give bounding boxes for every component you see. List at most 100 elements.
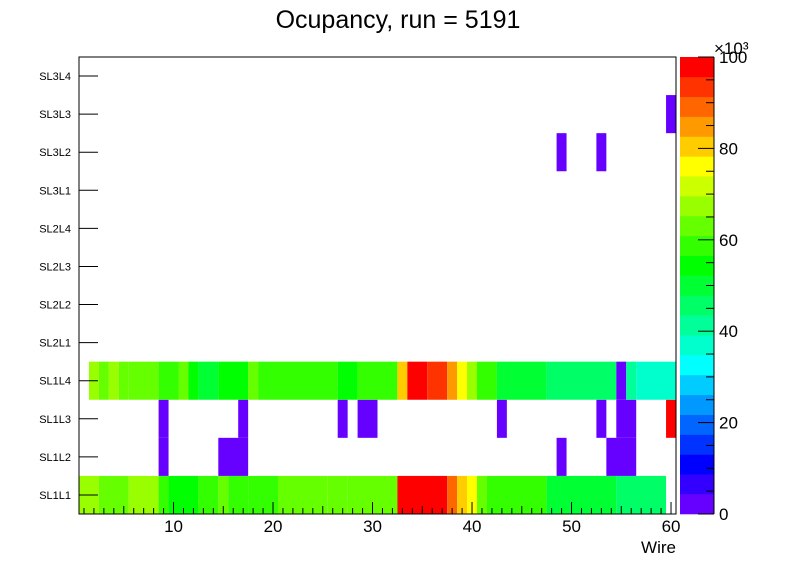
heatmap-cell xyxy=(158,399,169,438)
x-tick-label: 30 xyxy=(363,517,382,536)
x-tick-label: 20 xyxy=(264,517,283,536)
color-scale-band xyxy=(680,315,714,336)
heatmap-cell xyxy=(337,361,358,400)
color-scale-band xyxy=(680,116,714,137)
x-tick-label: 40 xyxy=(463,517,482,536)
heatmap-cell xyxy=(496,399,507,438)
heatmap-cell xyxy=(556,437,567,476)
y-tick-label: SL3L2 xyxy=(39,147,71,159)
heatmap-cell xyxy=(666,95,676,134)
heatmap-cell xyxy=(477,475,487,514)
color-scale-band xyxy=(680,176,714,197)
heatmap-cell xyxy=(218,361,249,400)
heatmap-cell xyxy=(108,361,119,400)
heatmap-cell xyxy=(546,475,617,514)
y-tick-label: SL2L4 xyxy=(39,223,71,235)
heatmap-cell xyxy=(357,399,378,438)
heatmap-cell xyxy=(467,361,477,400)
heatmap-cell xyxy=(486,475,547,514)
z-tick-label: 100 xyxy=(719,48,747,67)
heatmap-cell xyxy=(477,361,497,400)
heatmap-cell xyxy=(327,475,348,514)
z-tick-label: 80 xyxy=(719,139,738,158)
heatmap-cell xyxy=(357,361,398,400)
heatmap-cell xyxy=(278,361,338,400)
heatmap-cell xyxy=(198,475,219,514)
heatmap-cell xyxy=(636,361,676,400)
x-tick-label: 50 xyxy=(562,517,581,536)
color-scale-band xyxy=(680,374,714,396)
heatmap-cell xyxy=(178,361,189,400)
color-scale-band xyxy=(680,196,714,217)
color-scale-exponent: ×10³ xyxy=(714,39,749,58)
heatmap-cell xyxy=(556,133,567,172)
heatmap-cell xyxy=(546,361,617,400)
color-scale-band xyxy=(680,335,714,356)
heatmap-cell xyxy=(626,361,637,400)
color-scale-band xyxy=(680,295,714,316)
y-tick-label: SL2L1 xyxy=(39,338,71,350)
y-tick-label: SL2L2 xyxy=(39,300,71,312)
y-tick-label: SL3L1 xyxy=(39,185,71,197)
heatmap-cell xyxy=(666,399,676,438)
heatmap-cell xyxy=(98,361,109,400)
x-tick-label: 10 xyxy=(164,517,183,536)
color-scale-band xyxy=(680,414,714,435)
y-tick-label: SL3L3 xyxy=(39,109,71,121)
y-tick-label: SL1L2 xyxy=(39,452,71,464)
heatmap-cell xyxy=(158,361,179,400)
heatmap-cell xyxy=(158,437,169,476)
z-tick-label: 0 xyxy=(719,505,728,524)
heatmap-cell xyxy=(616,399,637,438)
heatmap-cell xyxy=(447,361,458,400)
color-scale-band xyxy=(680,156,714,177)
heatmap-cell xyxy=(228,475,249,514)
color-scale-band xyxy=(680,215,714,237)
color-scale-band xyxy=(680,57,714,78)
color-scale-band xyxy=(680,275,714,296)
color-scale-band xyxy=(680,96,714,117)
heatmap-cell xyxy=(218,475,229,514)
heatmap-cell xyxy=(258,361,278,400)
heatmap-cell xyxy=(218,437,249,476)
heatmap-cell xyxy=(467,475,477,514)
heatmap-cell xyxy=(188,361,199,400)
heatmap-cell xyxy=(427,361,448,400)
heatmap-cell xyxy=(118,361,129,400)
heatmap-cell xyxy=(278,475,328,514)
heatmap-cell xyxy=(397,361,408,400)
heatmap-cell xyxy=(158,475,169,514)
color-scale-band xyxy=(680,474,714,495)
z-tick-label: 40 xyxy=(719,322,738,341)
heatmap-cell xyxy=(447,475,458,514)
heatmap-cell xyxy=(248,361,259,400)
heatmap-cell xyxy=(128,361,159,400)
y-tick-label: SL1L1 xyxy=(39,490,71,502)
heatmap-cell xyxy=(596,399,607,438)
plot-frame xyxy=(78,56,677,515)
heatmap-cell xyxy=(616,361,627,400)
y-axis: SL1L1 SL1L2 SL1L3 SL1L4 SL2L1 SL2L2 SL2L3 SL2L4… xyxy=(39,71,98,502)
heatmap-cell xyxy=(128,475,159,514)
color-scale-band xyxy=(680,394,714,415)
color-scale-band xyxy=(680,355,714,376)
y-tick-label: SL2L3 xyxy=(39,261,71,273)
color-scale-band xyxy=(680,434,714,455)
y-tick-label: SL1L4 xyxy=(39,376,71,388)
color-scale: 0 20 40 60 80 100 xyxy=(680,48,747,524)
heatmap-cell xyxy=(457,361,468,400)
chart-title: Ocupancy, run = 5191 xyxy=(276,6,521,34)
z-tick-label: 60 xyxy=(719,231,738,250)
y-tick-label: SL1L3 xyxy=(39,414,71,426)
heatmap-cell xyxy=(238,399,249,438)
heatmap-cells xyxy=(79,95,676,514)
color-scale-band xyxy=(680,136,714,157)
x-axis: 10 20 30 40 50 60 xyxy=(83,502,680,536)
x-axis-title: Wire xyxy=(641,538,676,557)
color-scale-band xyxy=(680,76,714,98)
heatmap-cell xyxy=(496,361,547,400)
heatmap-cell xyxy=(616,475,667,514)
z-tick-label: 20 xyxy=(719,414,738,433)
y-tick-label: SL3L4 xyxy=(39,71,71,83)
